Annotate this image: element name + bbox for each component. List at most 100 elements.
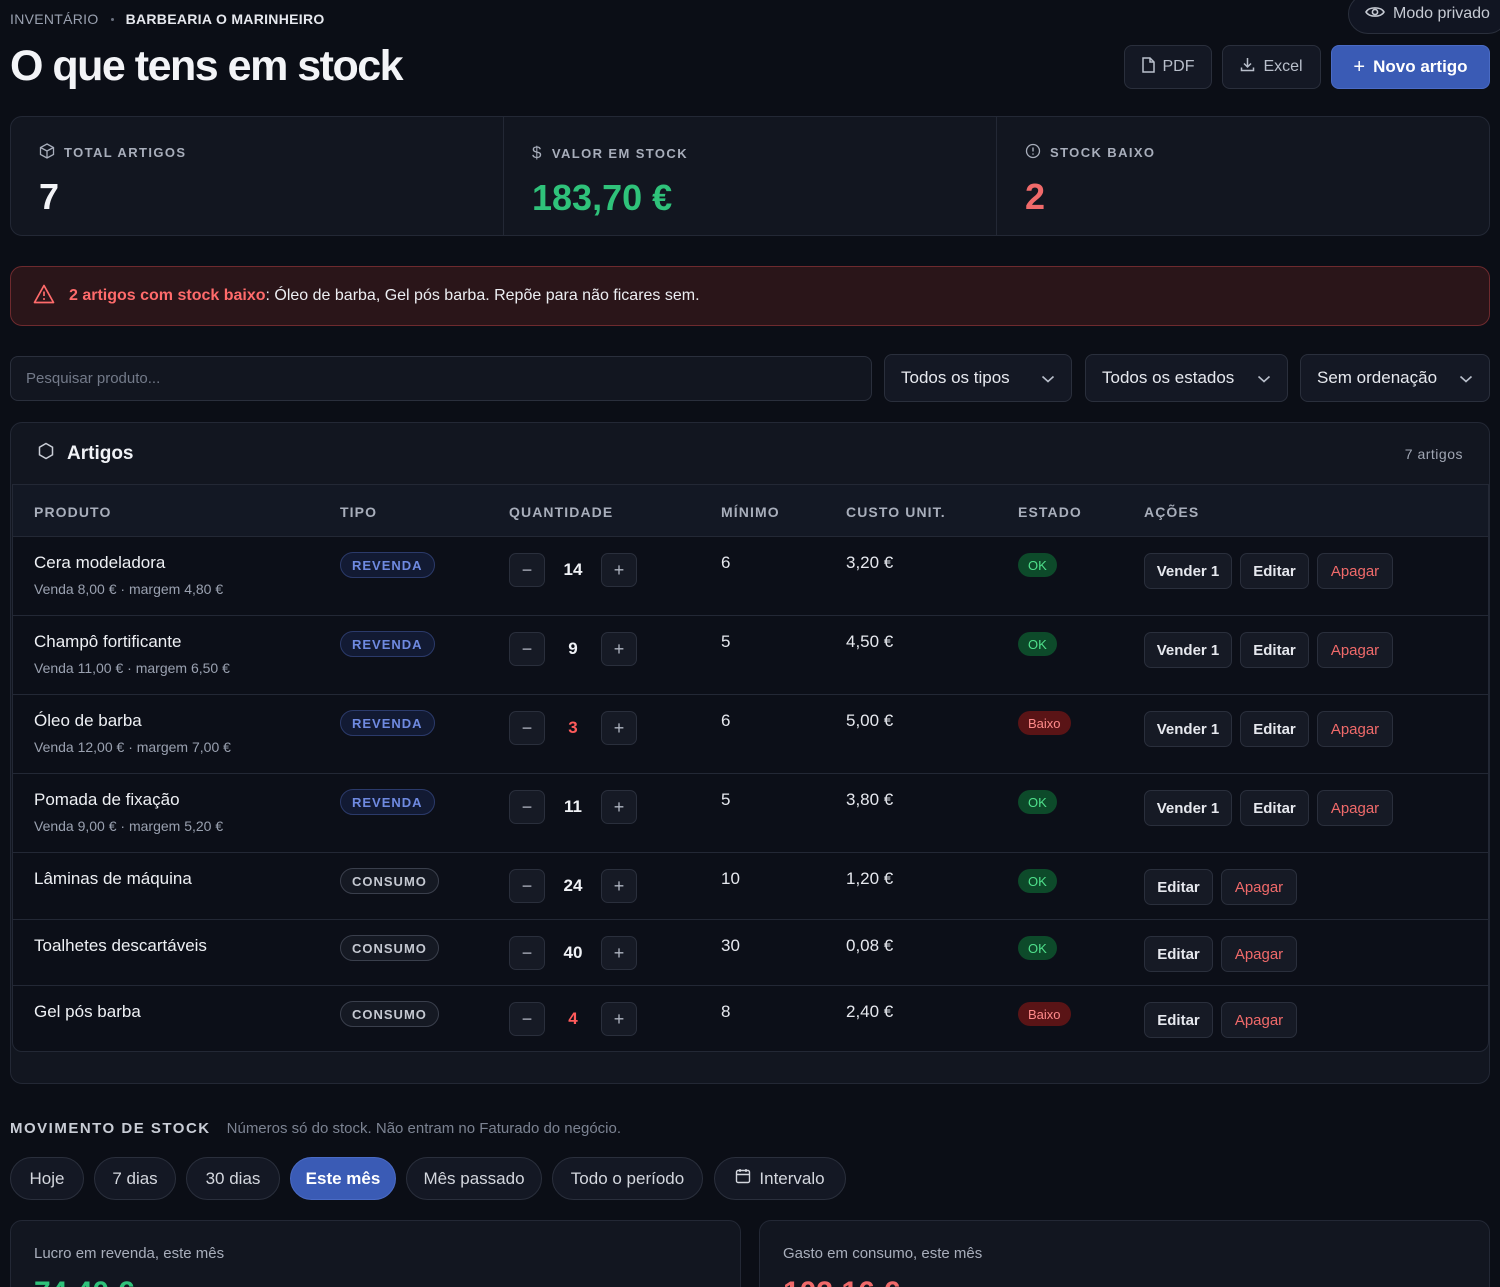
edit-button[interactable]: Editar xyxy=(1240,553,1309,589)
dollar-icon: $ xyxy=(532,143,543,162)
table-row: Pomada de fixação Venda 9,00 € · margem … xyxy=(13,774,1488,853)
status-badge: OK xyxy=(1018,553,1057,577)
increase-quantity-button[interactable]: + xyxy=(601,711,637,745)
unit-cost-value: 3,20 € xyxy=(846,553,894,572)
edit-button[interactable]: Editar xyxy=(1240,790,1309,826)
decrease-quantity-button[interactable]: − xyxy=(509,632,545,666)
privacy-mode-toggle[interactable]: Modo privado xyxy=(1348,0,1500,34)
col-unit-cost[interactable]: CUSTO UNIT. xyxy=(846,504,946,520)
warning-icon xyxy=(33,284,55,309)
table-row: Toalhetes descartáveis CONSUMO − 40 + 30… xyxy=(13,920,1488,986)
type-badge: REVENDA xyxy=(340,789,435,815)
items-count: 7 artigos xyxy=(1404,445,1463,462)
period-chip-today[interactable]: Hoje xyxy=(10,1157,84,1200)
chevron-down-icon xyxy=(1257,368,1271,388)
period-chip-7-days[interactable]: 7 dias xyxy=(94,1157,176,1200)
sort-value: Sem ordenação xyxy=(1317,368,1438,387)
stat-low-stock: STOCK BAIXO 2 xyxy=(997,117,1489,235)
delete-button[interactable]: Apagar xyxy=(1317,632,1393,668)
sell-one-button[interactable]: Vender 1 xyxy=(1144,632,1232,668)
breadcrumb: INVENTÁRIO BARBEARIA O MARINHEIRO xyxy=(10,11,325,27)
table-row: Gel pós barba CONSUMO − 4 + 8 2,40 € Bai… xyxy=(13,986,1488,1051)
alert-circle-icon xyxy=(1025,143,1041,162)
col-type[interactable]: TIPO xyxy=(340,504,378,520)
minimum-value: 8 xyxy=(721,1002,731,1021)
export-excel-button[interactable]: Excel xyxy=(1222,45,1321,89)
stat-stock-value: $ VALOR EM STOCK 183,70 € xyxy=(504,117,997,235)
decrease-quantity-button[interactable]: − xyxy=(509,553,545,587)
eye-icon xyxy=(1365,5,1385,24)
minimum-value: 5 xyxy=(721,790,731,809)
decrease-quantity-button[interactable]: − xyxy=(509,936,545,970)
period-chip-last-month[interactable]: Mês passado xyxy=(406,1157,542,1200)
period-chip-all-time[interactable]: Todo o período xyxy=(552,1157,703,1200)
type-filter-select[interactable]: Todos os tipos xyxy=(884,354,1072,402)
search-input[interactable] xyxy=(10,356,872,401)
period-chip-this-month[interactable]: Este mês xyxy=(290,1157,396,1200)
alert-text: 2 artigos com stock baixo: Óleo de barba… xyxy=(69,287,700,305)
decrease-quantity-button[interactable]: − xyxy=(509,869,545,903)
breadcrumb-business: BARBEARIA O MARINHEIRO xyxy=(125,11,325,27)
breadcrumb-inventory[interactable]: INVENTÁRIO xyxy=(10,11,99,27)
sell-one-button[interactable]: Vender 1 xyxy=(1144,553,1232,589)
delete-button[interactable]: Apagar xyxy=(1221,936,1297,972)
spend-value: 103,16 € xyxy=(783,1276,1466,1287)
status-filter-select[interactable]: Todos os estados xyxy=(1085,354,1288,402)
type-badge: REVENDA xyxy=(340,552,435,578)
table-row: Óleo de barba Venda 12,00 € · margem 7,0… xyxy=(13,695,1488,774)
edit-button[interactable]: Editar xyxy=(1240,711,1309,747)
col-minimum[interactable]: MÍNIMO xyxy=(721,504,780,520)
increase-quantity-button[interactable]: + xyxy=(601,1002,637,1036)
unit-cost-value: 5,00 € xyxy=(846,711,894,730)
increase-quantity-button[interactable]: + xyxy=(601,632,637,666)
edit-button[interactable]: Editar xyxy=(1144,869,1213,905)
col-status[interactable]: ESTADO xyxy=(1018,504,1082,520)
low-stock-alert: 2 artigos com stock baixo: Óleo de barba… xyxy=(10,266,1490,326)
col-quantity[interactable]: QUANTIDADE xyxy=(509,504,614,520)
spend-card: Gasto em consumo, este mês 103,16 € xyxy=(759,1220,1490,1287)
stat-value-label: VALOR EM STOCK xyxy=(551,145,688,161)
sell-one-button[interactable]: Vender 1 xyxy=(1144,711,1232,747)
increase-quantity-button[interactable]: + xyxy=(601,790,637,824)
increase-quantity-button[interactable]: + xyxy=(601,553,637,587)
decrease-quantity-button[interactable]: − xyxy=(509,1002,545,1036)
stock-movement-header: MOVIMENTO DE STOCK Números só do stock. … xyxy=(10,1120,621,1137)
delete-button[interactable]: Apagar xyxy=(1221,1002,1297,1038)
period-chip-range[interactable]: Intervalo xyxy=(714,1157,846,1200)
delete-button[interactable]: Apagar xyxy=(1317,711,1393,747)
product-price-margin: Venda 11,00 € · margem 6,50 € xyxy=(34,660,230,676)
stat-total-value: 7 xyxy=(39,176,60,217)
edit-button[interactable]: Editar xyxy=(1240,632,1309,668)
type-badge: REVENDA xyxy=(340,631,435,657)
breadcrumb-separator xyxy=(110,17,114,21)
alert-body: : Óleo de barba, Gel pós barba. Repõe pa… xyxy=(265,287,700,304)
edit-button[interactable]: Editar xyxy=(1144,1002,1213,1038)
type-badge: CONSUMO xyxy=(340,935,439,961)
type-filter-value: Todos os tipos xyxy=(901,368,1010,387)
export-pdf-button[interactable]: PDF xyxy=(1124,45,1212,89)
calendar-icon xyxy=(735,1168,751,1189)
table-header: PRODUTO TIPO QUANTIDADE MÍNIMO CUSTO UNI… xyxy=(13,485,1488,537)
minimum-value: 30 xyxy=(721,936,740,955)
spend-label: Gasto em consumo, este mês xyxy=(783,1245,983,1262)
edit-button[interactable]: Editar xyxy=(1144,936,1213,972)
decrease-quantity-button[interactable]: − xyxy=(509,711,545,745)
type-badge: REVENDA xyxy=(340,710,435,736)
download-icon xyxy=(1240,57,1255,77)
sort-select[interactable]: Sem ordenação xyxy=(1300,354,1490,402)
delete-button[interactable]: Apagar xyxy=(1221,869,1297,905)
col-product[interactable]: PRODUTO xyxy=(34,504,112,520)
quantity-value: 40 xyxy=(563,943,583,962)
minimum-value: 6 xyxy=(721,553,731,572)
type-badge: CONSUMO xyxy=(340,1001,439,1027)
hexagon-icon xyxy=(37,442,55,466)
increase-quantity-button[interactable]: + xyxy=(601,936,637,970)
delete-button[interactable]: Apagar xyxy=(1317,553,1393,589)
period-chip-30-days[interactable]: 30 dias xyxy=(186,1157,280,1200)
sell-one-button[interactable]: Vender 1 xyxy=(1144,790,1232,826)
new-item-label: Novo artigo xyxy=(1373,57,1468,76)
new-item-button[interactable]: + Novo artigo xyxy=(1331,45,1490,89)
increase-quantity-button[interactable]: + xyxy=(601,869,637,903)
delete-button[interactable]: Apagar xyxy=(1317,790,1393,826)
decrease-quantity-button[interactable]: − xyxy=(509,790,545,824)
